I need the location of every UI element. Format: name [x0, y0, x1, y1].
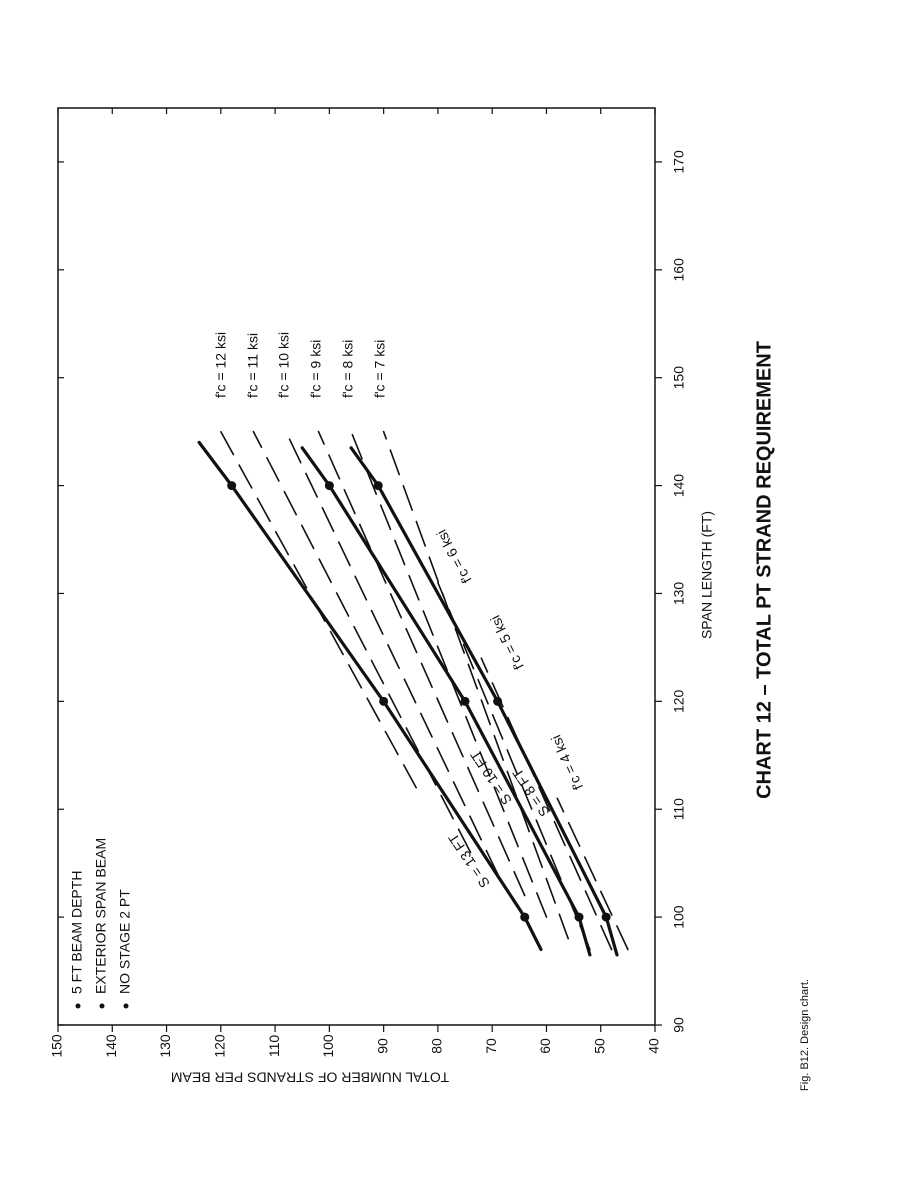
series-line [197, 440, 543, 952]
series-label: S = 13 FT [445, 830, 493, 891]
plot-frame [57, 107, 656, 1026]
x-axis-label: SPAN LENGTH (FT) [699, 511, 715, 639]
series-label: f'c = 7 ksi [372, 340, 388, 398]
series-label: f'c = 6 ksi [433, 527, 475, 586]
dashed-limit-line [437, 581, 591, 951]
series-label: f'c = 9 ksi [308, 340, 324, 398]
dashed-limit-line [350, 430, 548, 918]
series-label: S = 10 FT [467, 747, 515, 808]
series-label: f'c = 11 ksi [245, 333, 261, 398]
y-tick-label: 80 [429, 1038, 445, 1054]
x-tick-label: 120 [671, 689, 687, 713]
y-tick-label: 150 [49, 1034, 65, 1058]
y-tick-label: 90 [374, 1038, 390, 1054]
y-tick-label: 110 [266, 1035, 282, 1058]
series-label: f'c = 12 ksi [213, 332, 229, 398]
series-label: f'c = 10 ksi [276, 332, 292, 398]
dashed-limit-line [252, 430, 472, 854]
x-tick-label: 140 [671, 474, 687, 498]
note: EXTERIOR SPAN BEAM [93, 838, 109, 994]
x-tick-label: 90 [671, 1017, 687, 1033]
data-point [373, 481, 383, 491]
dashed-limit-line [220, 430, 417, 789]
y-axis-label: TOTAL NUMBER OF STRANDS PER BEAM [171, 1069, 449, 1085]
series-label: f'c = 4 ksi [548, 733, 586, 793]
note: NO STAGE 2 PT [117, 889, 133, 994]
x-tick-label: 160 [671, 258, 687, 282]
y-tick-label: 130 [157, 1034, 173, 1058]
data-point [520, 912, 530, 922]
data-point [324, 481, 334, 491]
x-tick-label: 170 [671, 150, 687, 174]
y-tick-label: 50 [591, 1038, 607, 1054]
y-tick-label: 100 [320, 1034, 336, 1058]
dashed-limit-line [317, 430, 526, 897]
data-point [227, 481, 237, 491]
x-tick-label: 110 [671, 798, 687, 821]
y-tick-label: 40 [646, 1038, 662, 1054]
y-tick-label: 120 [212, 1034, 228, 1058]
data-point [574, 912, 584, 922]
note-bullet [99, 1003, 105, 1009]
y-tick-label: 140 [103, 1034, 119, 1058]
data-point [379, 696, 389, 706]
data-point [601, 912, 611, 922]
chart-title: CHART 12 – TOTAL PT STRAND REQUIREMENT [753, 341, 775, 799]
note-bullet [75, 1003, 81, 1009]
x-tick-label: 150 [671, 366, 687, 390]
dashed-limit-line [480, 657, 613, 951]
caption: Fig. B12. Design chart. [799, 979, 811, 1091]
dashed-limit-line [382, 430, 569, 940]
note-bullet [123, 1003, 129, 1009]
y-tick-label: 60 [537, 1038, 553, 1054]
dashed-limit-line [285, 430, 499, 875]
data-point [460, 696, 470, 706]
note: 5 FT BEAM DEPTH [69, 871, 85, 994]
dashed-limit-line [556, 797, 629, 951]
y-tick-label: 70 [483, 1038, 499, 1054]
x-tick-label: 100 [671, 905, 687, 929]
series-label: f'c = 8 ksi [340, 340, 356, 398]
x-tick-label: 130 [671, 582, 687, 606]
series-label: f'c = 5 ksi [487, 613, 527, 672]
